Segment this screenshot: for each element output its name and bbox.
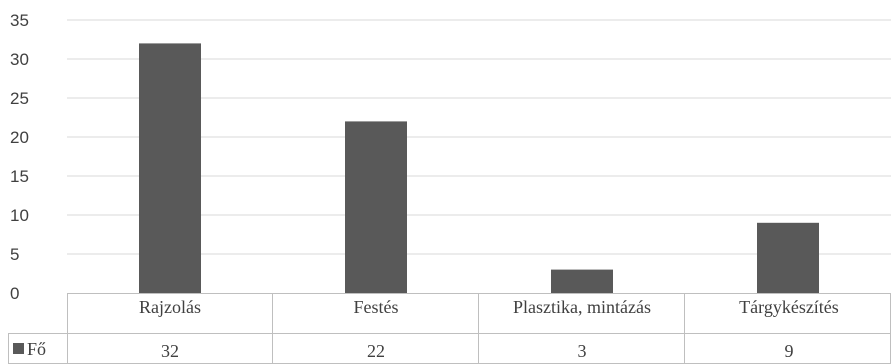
category-label-targykeszites: Tárgykészítés <box>739 297 839 317</box>
y-tick-label-10: 10 <box>10 206 29 225</box>
bar-1 <box>345 121 407 294</box>
bars <box>139 43 819 294</box>
y-axis-ticks: 0 5 10 15 20 25 30 35 <box>10 11 29 303</box>
legend-label: Fő <box>27 339 46 359</box>
y-tick-label-15: 15 <box>10 167 29 186</box>
table-cell-festes: 22 <box>367 341 385 361</box>
y-tick-label-35: 35 <box>10 11 29 30</box>
y-tick-label-20: 20 <box>10 128 29 147</box>
table-cell-targykeszites: 9 <box>785 341 794 361</box>
legend-swatch <box>13 343 24 354</box>
category-label-festes: Festés <box>354 297 399 317</box>
category-label-rajzolas: Rajzolás <box>139 297 201 317</box>
table-cell-rajzolas: 32 <box>161 341 179 361</box>
y-tick-label-25: 25 <box>10 89 29 108</box>
table-cell-plasztika: 3 <box>578 341 587 361</box>
y-tick-label-0: 0 <box>10 284 19 303</box>
category-label-plasztika: Plasztika, mintázás <box>513 297 651 317</box>
bar-3 <box>757 222 819 293</box>
bar-2 <box>551 269 613 293</box>
y-tick-label-5: 5 <box>10 245 19 264</box>
y-tick-label-30: 30 <box>10 50 29 69</box>
grid-lines <box>67 19 891 255</box>
bar-0 <box>139 43 201 294</box>
